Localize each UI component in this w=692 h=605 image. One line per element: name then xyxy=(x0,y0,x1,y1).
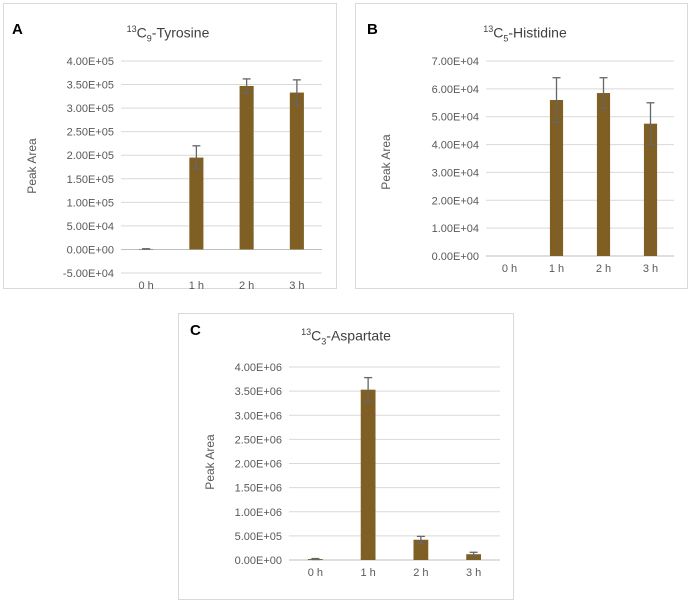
bar-1h xyxy=(360,389,376,560)
panel-letter: B xyxy=(367,21,378,38)
panel-letter: A xyxy=(12,21,23,38)
y-tick-label: 5.00E+05 xyxy=(235,531,282,543)
title-compound: -Histidine xyxy=(508,24,567,41)
title-element: C xyxy=(493,24,504,41)
x-tick-label: 1 h xyxy=(360,567,375,579)
y-tick-label: 2.00E+06 xyxy=(235,459,282,471)
bar-2h xyxy=(413,539,429,560)
y-tick-label: 2.50E+05 xyxy=(67,127,114,139)
x-tick-label: 0 h xyxy=(308,567,323,579)
title-element: C xyxy=(311,327,322,344)
panel-histidine: B 13C5-Histidine Peak Area 0.00E+00 1.00E… xyxy=(355,3,688,289)
x-tick-label: 2 h xyxy=(239,280,254,290)
x-tick-label: 1 h xyxy=(189,280,204,290)
chart-title: 13C3-Aspartate xyxy=(301,327,391,346)
y-tick-label: 3.50E+06 xyxy=(235,386,282,398)
x-tick-label: 3 h xyxy=(289,280,304,290)
panel-tyrosine: A 13C9-Tyrosine Peak Area -5.00E+04 0.00E… xyxy=(3,3,337,290)
y-tick-label: 1.00E+05 xyxy=(67,197,114,209)
y-tick-label: 4.00E+04 xyxy=(432,140,479,152)
title-element: C xyxy=(136,24,147,41)
bar-1h xyxy=(549,100,564,256)
panel-aspartate: C 13C3-Aspartate Peak Area 0.00E+00 5.00E… xyxy=(178,313,514,600)
bar-2h xyxy=(239,85,254,250)
bar-3h xyxy=(643,123,658,256)
bar-chart: -5.00E+04 0.00E+00 5.00E+04 1.00E+05 1.50E+0… xyxy=(63,56,322,290)
y-tick-label: 0.00E+00 xyxy=(432,251,479,263)
title-compound: -Aspartate xyxy=(326,327,391,344)
x-tick-label: 2 h xyxy=(596,263,611,275)
title-count: 3 xyxy=(321,336,327,347)
y-tick-label: 6.00E+04 xyxy=(432,84,479,96)
y-tick-label: 1.50E+06 xyxy=(235,483,282,495)
y-tick-label: 4.00E+05 xyxy=(67,56,114,68)
y-tick-label: 3.50E+05 xyxy=(67,80,114,92)
x-tick-label: 1 h xyxy=(549,263,564,275)
bar-3h xyxy=(289,92,304,250)
bar-3h xyxy=(466,554,482,560)
y-tick-label: 3.00E+06 xyxy=(235,410,282,422)
y-tick-label: 1.00E+04 xyxy=(432,223,479,235)
x-tick-label: 3 h xyxy=(643,263,658,275)
x-tick-label: 0 h xyxy=(502,263,517,275)
chart-title: 13C9-Tyrosine xyxy=(127,24,210,43)
bar-chart: 0.00E+00 1.00E+04 2.00E+04 3.00E+04 4.00E+04… xyxy=(432,56,674,275)
bar-1h xyxy=(189,157,204,250)
x-tick-label: 0 h xyxy=(138,280,153,290)
y-tick-label: 5.00E+04 xyxy=(67,221,114,233)
x-tick-label: 3 h xyxy=(466,567,481,579)
title-count: 9 xyxy=(146,33,152,44)
y-tick-label: 5.00E+04 xyxy=(432,112,479,124)
bar-chart: 0.00E+00 5.00E+05 1.00E+06 1.50E+06 2.00E+06… xyxy=(235,362,500,579)
x-tick-label: 2 h xyxy=(413,567,428,579)
y-tick-label: 2.00E+05 xyxy=(67,150,114,162)
title-count: 5 xyxy=(503,33,509,44)
bar-2h xyxy=(596,93,611,257)
y-tick-label: 1.00E+06 xyxy=(235,507,282,519)
y-tick-label: 3.00E+04 xyxy=(432,167,479,179)
y-tick-label: 0.00E+00 xyxy=(235,555,282,567)
y-tick-label: 1.50E+05 xyxy=(67,174,114,186)
title-isotope: 13 xyxy=(126,24,137,34)
y-tick-label: 2.00E+04 xyxy=(432,195,479,207)
panel-letter: C xyxy=(190,322,201,339)
y-tick-label: 3.00E+05 xyxy=(67,103,114,115)
y-tick-label: 2.50E+06 xyxy=(235,434,282,446)
y-tick-label: 0.00E+00 xyxy=(67,244,114,256)
y-tick-label: 7.00E+04 xyxy=(432,56,479,68)
chart-title: 13C5-Histidine xyxy=(483,24,567,43)
title-isotope: 13 xyxy=(483,24,494,34)
y-tick-label: -5.00E+04 xyxy=(63,268,114,280)
title-compound: -Tyrosine xyxy=(151,24,210,41)
y-tick-label: 4.00E+06 xyxy=(235,362,282,374)
title-isotope: 13 xyxy=(301,327,312,337)
